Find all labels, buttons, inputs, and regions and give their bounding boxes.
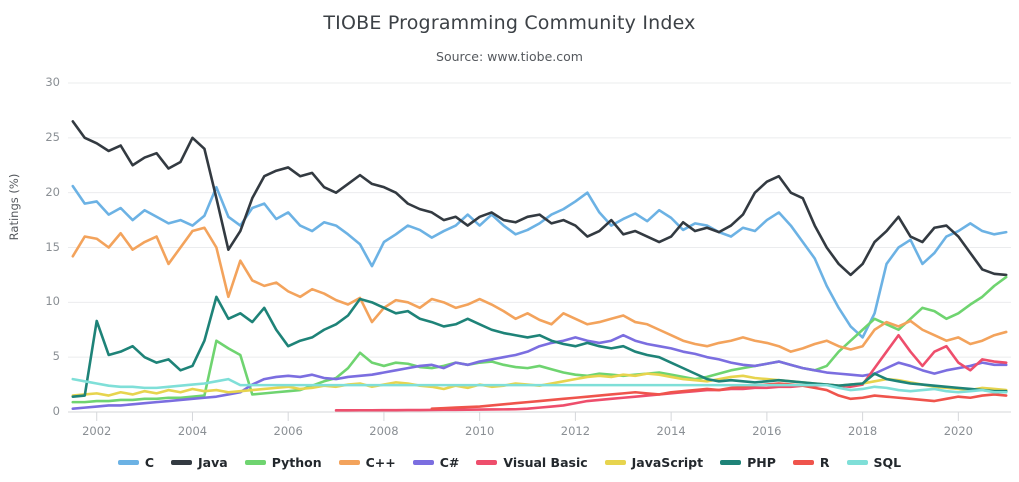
legend-item-c[interactable]: C [117, 455, 155, 470]
y-tick-label-30: 30 [45, 75, 60, 89]
chart-title: TIOBE Programming Community Index [323, 12, 696, 34]
legend-item-label: R [819, 455, 830, 470]
x-tick-label-2004: 2004 [177, 424, 208, 438]
legend-item-c-[interactable]: C++ [338, 455, 396, 470]
legend-item-label: JavaScript [631, 455, 704, 470]
y-tick-label-10: 10 [45, 294, 60, 309]
series-line-c [71, 184, 1008, 339]
y-tick-label-15: 15 [45, 239, 60, 254]
chart-subtitle: Source: www.tiobe.com [436, 49, 583, 64]
legend-swatch-icon [338, 460, 360, 465]
legend-item-python[interactable]: Python [244, 455, 322, 470]
x-tick-label-2020: 2020 [943, 424, 973, 438]
legend-item-c-[interactable]: C# [412, 455, 460, 470]
legend-item-label: Java [198, 455, 228, 470]
y-tick-label-25: 25 [45, 129, 60, 144]
y-tick-label-0: 0 [52, 404, 60, 418]
series-line-sql [71, 377, 1008, 394]
legend-swatch-icon [117, 460, 139, 465]
legend-item-label: C++ [365, 455, 396, 470]
legend-swatch-icon [171, 460, 193, 465]
legend-swatch-icon [476, 460, 498, 465]
legend-swatch-icon [244, 460, 266, 465]
x-tick-label-2012: 2012 [560, 424, 591, 438]
x-tick-label-2006: 2006 [273, 424, 303, 438]
legend-item-label: Python [271, 455, 322, 470]
legend-item-label: Visual Basic [503, 455, 588, 470]
legend-item-javascript[interactable]: JavaScript [604, 455, 704, 470]
legend-item-sql[interactable]: SQL [846, 455, 902, 470]
series-line-php [71, 295, 1008, 398]
legend-item-r[interactable]: R [792, 455, 830, 470]
legend-item-php[interactable]: PHP [720, 455, 776, 470]
x-tick-label-2016: 2016 [752, 424, 782, 438]
legend-swatch-icon [604, 460, 626, 465]
x-tick-label-2008: 2008 [369, 424, 399, 438]
y-tick-label-5: 5 [52, 349, 60, 364]
x-tick-label-2002: 2002 [82, 424, 112, 438]
legend-item-label: PHP [747, 455, 776, 470]
legend-swatch-icon [792, 460, 814, 465]
x-tick-label-2014: 2014 [656, 424, 686, 438]
series-line-python [71, 275, 1008, 404]
x-tick-label-2018: 2018 [847, 424, 878, 438]
y-tick-label-20: 20 [45, 184, 60, 199]
legend-swatch-icon [412, 460, 434, 465]
series-line-c- [71, 333, 1008, 411]
x-tick-label-2010: 2010 [465, 424, 495, 438]
legend-swatch-icon [720, 460, 742, 465]
legend-item-label: SQL [873, 455, 902, 470]
series-line-c- [71, 226, 1008, 353]
legend-item-visual-basic[interactable]: Visual Basic [476, 455, 588, 470]
legend-item-java[interactable]: Java [171, 455, 228, 470]
legend-item-label: C [144, 455, 155, 470]
chart-legend: C Java Python C++ C# Visual Basic JavaScript PH… [0, 455, 1019, 470]
legend-swatch-icon [846, 460, 868, 465]
series-line-r [430, 382, 1008, 411]
series-line-java [71, 120, 1008, 277]
legend-item-label: C# [439, 455, 460, 470]
